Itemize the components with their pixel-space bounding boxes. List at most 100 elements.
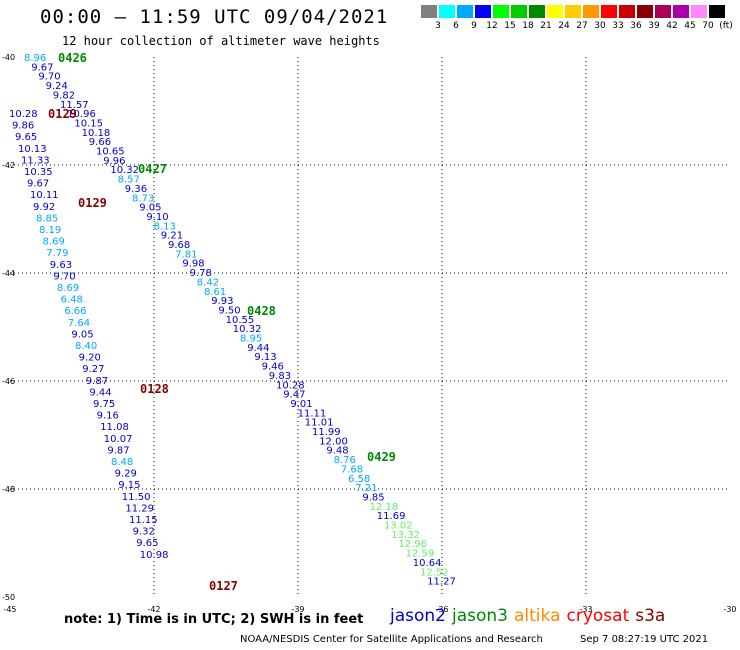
wave-height-point: 10.11: [30, 190, 59, 201]
longitude-tick-label: -42: [147, 605, 160, 614]
colorbar-swatch: [619, 5, 636, 18]
wave-height-point: 9.67: [31, 62, 53, 73]
wave-height-point: 9.27: [82, 364, 104, 375]
colorbar-swatch: [475, 5, 492, 18]
colorbar-swatch: [673, 5, 690, 18]
wave-height-point: 9.10: [146, 212, 168, 223]
legend-item-cryosat: cryosat: [566, 606, 630, 626]
wave-height-point: 10.32: [233, 324, 262, 335]
wave-height-point: 9.50: [218, 305, 240, 316]
latitude-tick-label: -42: [2, 161, 15, 170]
wave-height-point: 8.42: [197, 277, 219, 288]
colorbar-swatch: [493, 5, 510, 18]
wave-height-point: 7.68: [341, 464, 363, 475]
wave-height-point: 9.82: [53, 90, 75, 101]
colorbar-swatch: [421, 5, 438, 18]
wave-height-point: 9.44: [247, 343, 269, 354]
wave-height-point: 8.19: [39, 225, 61, 236]
generation-timestamp: Sep 7 08:27:19 UTC 2021: [580, 634, 709, 645]
latitude-tick-label: -44: [2, 269, 15, 278]
credit-text: NOAA/NESDIS Center for Satellite Applica…: [240, 634, 543, 645]
wave-height-point: 9.21: [161, 231, 183, 242]
wave-height-point: 8.85: [36, 213, 58, 224]
wave-height-point: 10.15: [74, 118, 103, 129]
latitude-tick-label: -50: [2, 593, 15, 602]
wave-height-point: 8.96: [24, 53, 46, 64]
wave-height-point: 9.67: [27, 179, 49, 190]
satellite-legend: jason2 jason3 altika cryosat s3a: [390, 606, 671, 626]
colorbar-label: 42: [666, 21, 678, 31]
wave-height-point: 13.32: [391, 530, 420, 541]
wave-height-point: 9.65: [15, 132, 37, 143]
wave-height-point: 9.16: [97, 411, 119, 422]
colorbar-swatch: [511, 5, 528, 18]
colorbar-label: 6: [453, 21, 459, 31]
wave-height-point: 10.64: [413, 558, 442, 569]
colorbar-swatch: [691, 5, 708, 18]
wave-height-point: 9.05: [71, 329, 93, 340]
wave-height-point: 11.01: [305, 418, 334, 429]
colorbar-label: 45: [684, 21, 696, 31]
wave-height-point: 9.47: [283, 390, 305, 401]
wave-height-point: 9.48: [326, 446, 348, 457]
longitude-tick-label: -36: [435, 605, 448, 614]
wave-height-point: 10.07: [104, 434, 133, 445]
wave-height-point: 9.01: [290, 399, 312, 410]
colorbar-swatch: [637, 5, 654, 18]
wave-height-point: 12.18: [370, 502, 399, 513]
wave-height-point: 9.24: [46, 81, 68, 92]
colorbar-label: 39: [648, 21, 660, 31]
wave-height-point: 10.35: [24, 167, 53, 178]
colorbar-label: 70: [702, 21, 714, 31]
wave-height-point: 11.27: [427, 577, 456, 588]
wave-height-point: 9.87: [86, 376, 108, 387]
wave-height-point: 8.13: [154, 221, 176, 232]
colorbar-label: 15: [504, 21, 516, 31]
wave-height-point: 11.99: [312, 427, 341, 438]
wave-height-point: 6.48: [61, 295, 83, 306]
colorbar-label: 27: [576, 21, 588, 31]
legend-item-jason2: jason2: [390, 606, 446, 626]
colorbar-label: 21: [540, 21, 552, 31]
longitude-tick-label: -30: [723, 605, 736, 614]
wave-height-point: 10.55: [226, 315, 255, 326]
wave-height-point: 12.96: [398, 539, 427, 550]
time-marker: 0129: [78, 196, 107, 210]
wave-height-point: 9.70: [53, 271, 75, 282]
wave-height-point: 8.61: [204, 287, 226, 298]
wave-height-point: 8.76: [334, 455, 356, 466]
wave-height-point: 9.32: [133, 527, 155, 538]
wave-height-point: 9.36: [125, 184, 147, 195]
wave-height-point: 8.95: [240, 334, 262, 345]
wave-height-point: 10.32: [110, 165, 139, 176]
latitude-tick-label: -48: [2, 485, 15, 494]
wave-height-point: 6.58: [348, 474, 370, 485]
wave-height-point: 9.93: [211, 296, 233, 307]
legend-item-altika: altika: [514, 606, 561, 626]
colorbar-swatch: [565, 5, 582, 18]
colorbar-label: 9: [471, 21, 477, 31]
wave-height-point: 11.15: [129, 515, 158, 526]
wave-height-point: 10.28: [276, 380, 305, 391]
footer-note: note: 1) Time is in UTC; 2) SWH is in fe…: [64, 612, 364, 627]
wave-height-point: 11.29: [125, 503, 154, 514]
wave-height-point: 6.66: [64, 306, 86, 317]
wave-height-point: 9.92: [33, 202, 55, 213]
wave-height-point: 9.78: [190, 268, 212, 279]
page-title: 00:00 – 11:59 UTC 09/04/2021: [40, 6, 389, 28]
wave-height-point: 9.86: [12, 121, 34, 132]
longitude-tick-label: -39: [291, 605, 304, 614]
wave-height-point: 9.98: [182, 259, 204, 270]
wave-height-point: 8.73: [132, 193, 154, 204]
latitude-tick-label: -40: [2, 53, 15, 62]
wave-height-point: 11.08: [100, 422, 129, 433]
time-marker: 0427: [138, 162, 167, 176]
wave-height-point: 11.50: [122, 492, 151, 503]
wave-height-point: 9.66: [89, 137, 111, 148]
wave-height-point: 11.57: [60, 100, 89, 111]
wave-height-point: 9.63: [50, 260, 72, 271]
time-marker: 0129: [48, 107, 77, 121]
colorbar-swatch: [457, 5, 474, 18]
time-marker: 0127: [209, 579, 238, 593]
wave-height-point: 10.65: [96, 147, 125, 158]
